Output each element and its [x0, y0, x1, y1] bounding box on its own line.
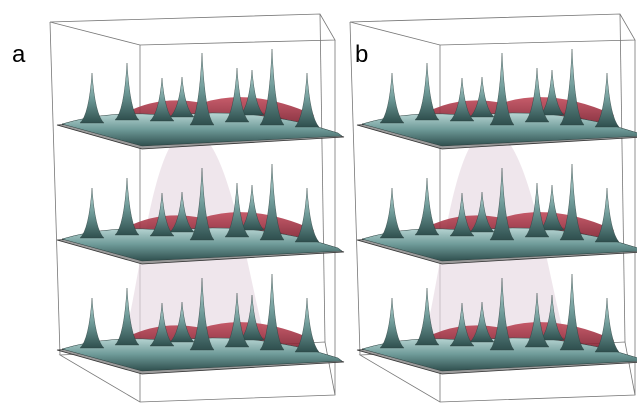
panel-label: a: [12, 41, 26, 68]
panel-a-render: [50, 14, 344, 402]
panel-label: b: [355, 41, 368, 68]
figure: a b: [0, 0, 637, 407]
panel-b-render: [350, 14, 637, 402]
page: a b (() => { const data = JSON.parse(doc…: [0, 0, 637, 407]
